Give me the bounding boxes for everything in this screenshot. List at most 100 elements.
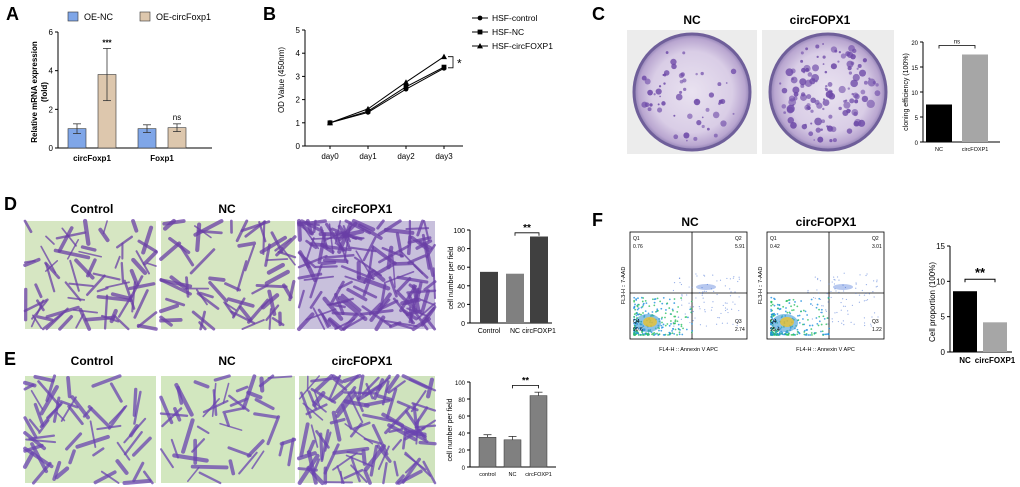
flow-event bbox=[712, 274, 714, 276]
migrated-cell bbox=[268, 308, 272, 330]
flow-event bbox=[729, 288, 731, 290]
flow-event bbox=[644, 310, 647, 312]
d-y-tick-label: 80 bbox=[457, 247, 465, 254]
flow-event bbox=[778, 332, 781, 335]
flow-event bbox=[828, 327, 831, 330]
flow-event bbox=[636, 308, 639, 311]
migrated-cell bbox=[238, 305, 253, 322]
colony-spot bbox=[846, 128, 853, 134]
flow-event bbox=[794, 301, 796, 303]
b-y-tick-label: 5 bbox=[296, 26, 301, 35]
migrated-cell bbox=[137, 239, 158, 253]
migrated-cell bbox=[75, 434, 110, 449]
migrated-cell bbox=[123, 417, 147, 444]
flow-event bbox=[838, 291, 840, 293]
migrated-cell bbox=[403, 426, 426, 441]
flow-event bbox=[691, 286, 693, 288]
panel-e: Control NC circFOPX1 cell number per fie… bbox=[22, 354, 556, 486]
colony-spot bbox=[647, 107, 652, 112]
flow-event bbox=[633, 325, 636, 327]
flow-x-axis-label: FL4-H :: Annexin V APC bbox=[796, 347, 855, 353]
flow-event bbox=[679, 281, 681, 284]
flow-event bbox=[730, 308, 733, 310]
flow-event bbox=[652, 298, 654, 301]
flow-event bbox=[853, 323, 855, 325]
flow-event bbox=[792, 298, 795, 301]
flow-q2-label: Q2 bbox=[872, 236, 879, 242]
migrated-cell bbox=[235, 385, 249, 393]
e-y-tick-label: 100 bbox=[455, 381, 466, 387]
flow-event bbox=[813, 332, 816, 335]
flow-event bbox=[724, 307, 727, 309]
colony-spot bbox=[813, 78, 816, 81]
flow-event bbox=[738, 309, 740, 312]
migrated-cell bbox=[350, 464, 368, 483]
legend-swatch-oe-nc bbox=[67, 11, 79, 22]
flow-event bbox=[773, 334, 776, 336]
flow-event bbox=[647, 332, 650, 335]
flow-event bbox=[800, 310, 802, 313]
flow-late-apoptotic bbox=[696, 283, 717, 290]
flow-event bbox=[816, 303, 819, 306]
colony-spot bbox=[804, 79, 813, 87]
migrated-cell bbox=[335, 393, 356, 418]
flow-event bbox=[636, 332, 639, 334]
migrated-cell bbox=[39, 385, 59, 416]
flow-event bbox=[868, 293, 871, 295]
flow-event bbox=[658, 329, 660, 332]
bar-e-circfoxp1 bbox=[529, 395, 548, 468]
migrated-cell bbox=[98, 227, 110, 243]
flow-event bbox=[660, 329, 663, 332]
flow-event bbox=[724, 302, 726, 304]
migrated-cell bbox=[307, 439, 316, 455]
flow-event bbox=[670, 320, 672, 322]
flow-event bbox=[670, 313, 673, 316]
colony-spot bbox=[807, 72, 813, 77]
flow-event bbox=[770, 320, 772, 322]
significance-c: ns bbox=[954, 40, 960, 46]
migrated-cell bbox=[195, 288, 208, 306]
colony-spot bbox=[840, 53, 847, 59]
flow-event bbox=[809, 334, 812, 336]
colony-spot bbox=[843, 101, 851, 109]
colony-spot bbox=[859, 69, 866, 77]
migrated-cell bbox=[415, 418, 420, 445]
flow-event bbox=[788, 311, 791, 314]
migrated-cell bbox=[305, 237, 315, 262]
series-line-b-hsf-circfoxp1 bbox=[329, 56, 445, 124]
flow-event bbox=[826, 293, 828, 295]
colony-spot bbox=[830, 90, 833, 93]
colony-spot bbox=[675, 93, 683, 101]
migrated-cell bbox=[78, 307, 92, 331]
colony-spot bbox=[816, 102, 823, 109]
migrated-cell bbox=[109, 308, 118, 324]
migrated-cell bbox=[363, 437, 383, 445]
flow-event bbox=[863, 322, 866, 324]
significance-b: * bbox=[457, 56, 462, 70]
colony-spot bbox=[827, 125, 834, 132]
flow-event bbox=[863, 294, 866, 296]
flow-event bbox=[817, 278, 819, 281]
migrated-cell bbox=[23, 257, 41, 267]
image-label-f-circ: circFOPX1 bbox=[796, 215, 857, 229]
flow-event bbox=[670, 322, 672, 325]
migrated-cell bbox=[324, 431, 332, 452]
colony-spot bbox=[846, 60, 854, 68]
flow-event bbox=[655, 310, 658, 313]
colony-spot bbox=[866, 99, 875, 109]
migrated-cell bbox=[129, 268, 139, 287]
colony-spot bbox=[712, 111, 720, 119]
colony-spot bbox=[687, 113, 693, 119]
flow-event bbox=[802, 323, 804, 326]
colony-spot bbox=[673, 134, 679, 140]
colony-spot bbox=[853, 120, 860, 127]
migrated-cell bbox=[299, 422, 310, 458]
flow-event bbox=[644, 299, 647, 302]
flow-event bbox=[835, 290, 837, 292]
colony-spot bbox=[825, 88, 829, 92]
flow-event bbox=[804, 310, 807, 313]
colony-spot bbox=[717, 82, 722, 87]
colony-spot bbox=[817, 136, 824, 143]
flow-event bbox=[810, 298, 813, 301]
migrated-cell bbox=[320, 260, 337, 266]
